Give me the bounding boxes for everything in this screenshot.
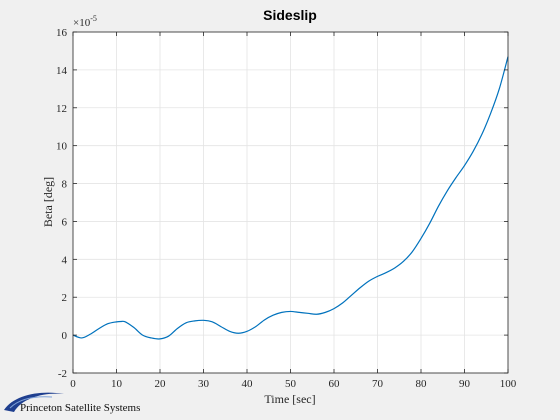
y-exponent-power: -5 [90,14,97,23]
svg-text:×10-5: ×10-5 [73,14,97,29]
y-tick-label: 4 [62,254,68,266]
y-tick-label: 14 [56,65,68,77]
y-tick-label: 0 [62,330,68,342]
y-tick-label: 8 [62,179,68,191]
x-tick-label: 90 [459,378,471,390]
y-axis-label: Beta [deg] [41,177,55,227]
x-tick-label: 30 [198,378,210,390]
logo-text: Princeton Satellite Systems [20,402,140,414]
x-tick-label: 20 [155,378,167,390]
y-exponent-base: 10 [79,17,91,29]
y-tick-label: 12 [56,103,67,115]
y-exponent-prefix: × [73,17,79,29]
y-tick-label: -2 [58,368,67,380]
x-tick-label: 100 [500,378,517,390]
x-axis-label: Time [sec] [264,392,315,406]
x-tick-label: 70 [372,378,384,390]
y-tick-label: 10 [56,141,68,153]
x-tick-label: 10 [111,378,123,390]
y-tick-label: 16 [56,27,68,39]
x-tick-label: 60 [329,378,341,390]
series-line [72,56,509,340]
y-exponent-label: ×10-5 [73,14,97,29]
x-tick-label: 0 [70,378,76,390]
logo-swoosh-accent [9,396,53,409]
x-tick-label: 50 [285,378,297,390]
chart-title: Sideslip [263,7,317,23]
company-logo: Princeton Satellite Systems [4,392,140,414]
x-tick-label: 80 [416,378,428,390]
logo-swoosh [4,392,64,412]
series-layer [72,56,509,340]
y-tick-label: 2 [62,292,68,304]
x-tick-label: 40 [242,378,254,390]
y-tick-label: 6 [62,216,68,228]
